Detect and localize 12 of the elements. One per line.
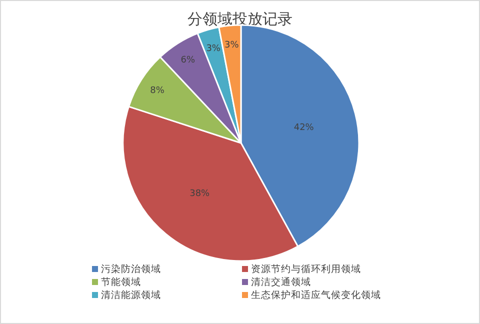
data-label: 38% (190, 189, 210, 200)
legend-label: 清洁交通领域 (251, 276, 311, 288)
legend-label: 清洁能源领域 (101, 289, 161, 301)
data-label: 8% (150, 86, 165, 96)
legend-label: 节能领域 (101, 276, 141, 288)
data-label: 3% (206, 44, 221, 54)
data-label: 6% (180, 55, 196, 66)
legend-label: 资源节约与循环利用领域 (251, 263, 361, 275)
legend-label: 污染防治领域 (101, 263, 161, 275)
data-label: 42% (294, 122, 314, 133)
legend-label: 生态保护和适应气候变化领域 (251, 289, 381, 301)
data-label: 3% (224, 40, 240, 50)
